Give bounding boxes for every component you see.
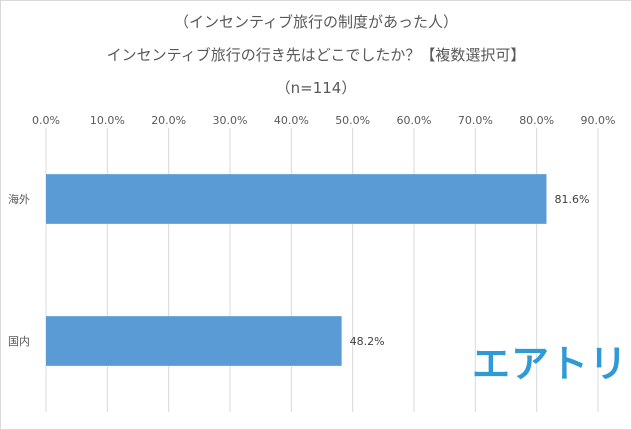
chart-title-line-2: インセンティブ旅行の行き先はどこでしたか？【複数選択可】 [106,46,526,64]
category-label: 海外 [8,192,30,206]
data-label: 81.6% [554,193,589,206]
x-tick-label: 80.0% [519,114,554,127]
bar [46,316,342,366]
x-tick-label: 50.0% [335,114,370,127]
x-tick-label: 10.0% [90,114,125,127]
x-tick-labels: 0.0% 10.0% 20.0% 30.0% 40.0% 50.0% 60.0% 70.0% 8… [32,114,615,127]
x-tick-label: 40.0% [274,114,309,127]
bars [46,174,547,366]
eatri-logo: エアトリ [472,342,629,386]
chart-title-line-3: （n=114） [275,79,357,97]
x-tick-label: 30.0% [213,114,248,127]
data-labels: 81.6% 48.2% [350,193,590,348]
x-tick-label: 20.0% [151,114,186,127]
bar [46,174,547,224]
x-tick-label: 70.0% [458,114,493,127]
x-tick-label: 90.0% [581,114,616,127]
x-tick-label: 60.0% [397,114,432,127]
category-label: 国内 [8,334,30,348]
x-tick-label: 0.0% [32,114,60,127]
data-label: 48.2% [350,335,385,348]
chart-title-line-1: （インセンティブ旅行の制度があった人） [173,13,459,31]
